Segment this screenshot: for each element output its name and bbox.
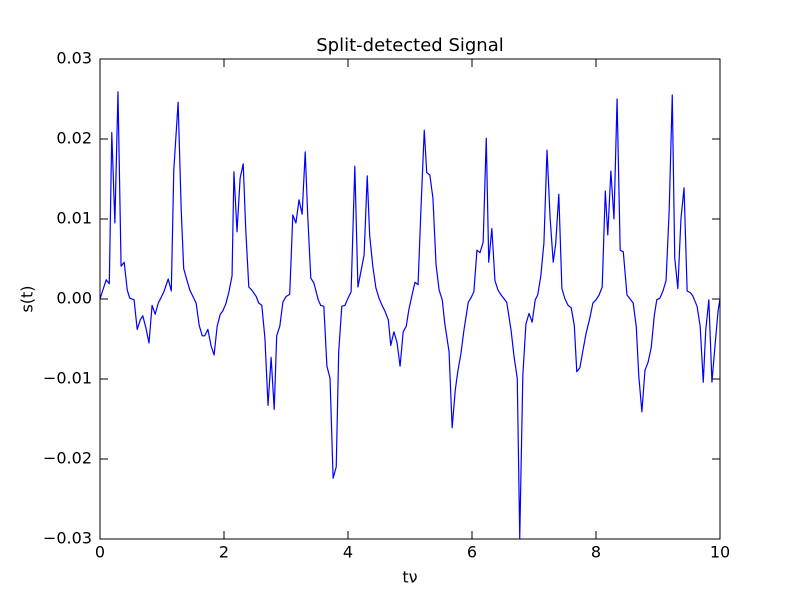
y-axis-label: s(t)	[18, 285, 37, 312]
x-tick-label: 8	[591, 543, 601, 562]
x-tick-label: 10	[710, 543, 730, 562]
x-axis-label: tν	[402, 568, 417, 587]
y-tick-label: 0.00	[56, 289, 92, 308]
x-tick-label: 4	[343, 543, 353, 562]
y-tick-label: −0.02	[43, 449, 92, 468]
plot-frame	[99, 58, 721, 540]
x-tick-label: 6	[467, 543, 477, 562]
y-tick-label: 0.01	[56, 209, 92, 228]
x-tick-label: 0	[95, 543, 105, 562]
chart-title: Split-detected Signal	[316, 35, 504, 56]
y-tick-label: −0.03	[43, 529, 92, 548]
x-tick-label: 2	[219, 543, 229, 562]
y-tick-label: 0.02	[56, 129, 92, 148]
y-tick-label: −0.01	[43, 369, 92, 388]
signal-line	[99, 91, 721, 539]
y-tick-label: 0.03	[56, 49, 92, 68]
